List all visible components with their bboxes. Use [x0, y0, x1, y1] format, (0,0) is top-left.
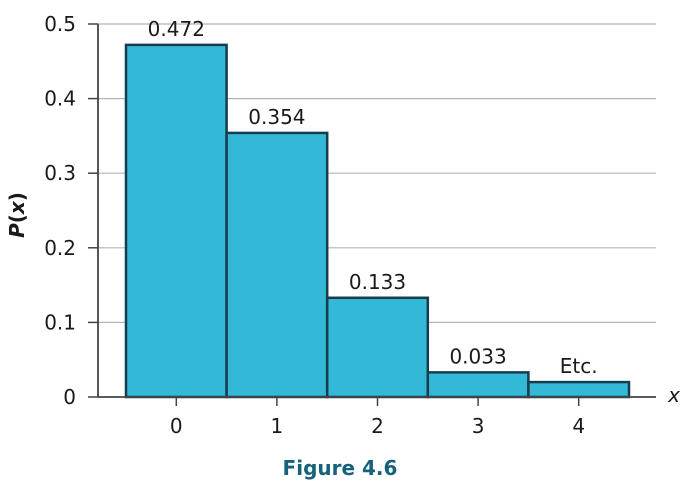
x-tick-label: 3 [472, 414, 485, 438]
x-tick-label: 1 [271, 414, 284, 438]
data-label-2: 0.133 [349, 270, 406, 294]
bar-0 [124, 43, 228, 399]
x-ticks: 0 1 2 3 4 [170, 397, 585, 438]
x-tick-label: 4 [572, 414, 585, 438]
y-axis-title-main: P [5, 223, 29, 238]
y-tick-label: 0.4 [44, 87, 76, 111]
bar-2 [325, 296, 430, 399]
y-axis-title: P(x) [5, 192, 29, 238]
bar-4 [527, 380, 631, 399]
y-tick-label: 0.3 [44, 161, 76, 185]
y-axis-title-paren-close: ) [5, 192, 29, 201]
x-tick-label: 0 [170, 414, 183, 438]
data-label-0: 0.472 [148, 17, 205, 41]
x-tick-label: 2 [371, 414, 384, 438]
figure-caption: Figure 4.6 [283, 456, 398, 480]
bars [124, 43, 631, 399]
y-ticks: 0 0.1 0.2 0.3 0.4 0.5 [44, 12, 98, 409]
y-tick-label: 0 [63, 385, 76, 409]
y-axis-title-paren-open: ( [5, 214, 29, 223]
bar-1 [225, 131, 329, 399]
data-label-3: 0.033 [449, 344, 506, 368]
y-tick-label: 0.1 [44, 310, 76, 334]
data-labels: 0.472 0.354 0.133 0.033 Etc. [148, 17, 598, 378]
data-label-1: 0.354 [248, 105, 305, 129]
x-axis-title: x [667, 383, 680, 407]
data-label-4: Etc. [560, 354, 598, 378]
y-tick-label: 0.2 [44, 236, 76, 260]
bar-3 [426, 371, 530, 399]
y-axis-title-var: x [5, 200, 29, 215]
y-tick-label: 0.5 [44, 12, 76, 36]
